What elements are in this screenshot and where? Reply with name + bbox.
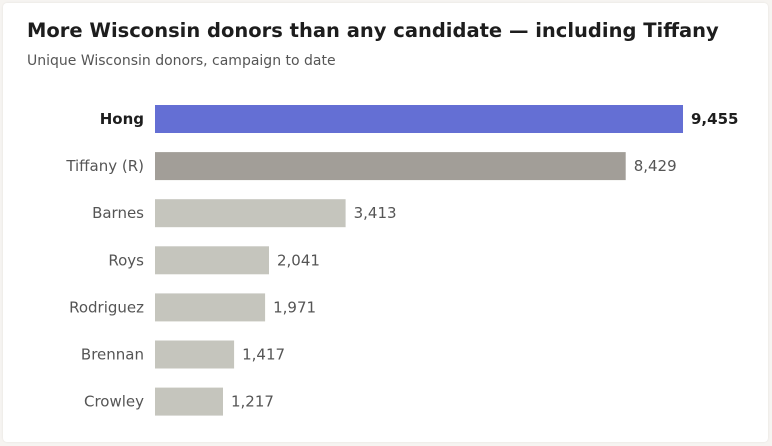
bar-chart: Hong 9,455 Tiffany (R) 8,429 Barnes 3,413 Roys… (65, 105, 738, 416)
bar-brennan (155, 340, 235, 369)
category-label-tiffany-r: Tiffany (R) (65, 157, 144, 175)
bar-hong (155, 105, 683, 133)
value-label-barnes: 3,413 (354, 204, 397, 222)
bar-roys (155, 246, 269, 275)
category-label-hong: Hong (100, 110, 144, 128)
bar-crowley (155, 387, 223, 416)
value-label-brennan: 1,417 (242, 346, 285, 364)
bar-rodriguez (155, 293, 266, 322)
value-label-crowley: 1,217 (231, 393, 274, 411)
category-label-roys: Roys (108, 251, 144, 269)
category-label-barnes: Barnes (92, 204, 144, 222)
bar-barnes (155, 199, 346, 228)
category-label-rodriguez: Rodriguez (69, 298, 144, 316)
value-label-tiffany-r: 8,429 (634, 157, 677, 175)
chart-subtitle: Unique Wisconsin donors, campaign to dat… (27, 53, 336, 69)
chart-title: More Wisconsin donors than any candidate… (27, 19, 719, 42)
category-label-brennan: Brennan (81, 346, 144, 364)
value-label-hong: 9,455 (691, 110, 738, 128)
value-label-roys: 2,041 (277, 251, 320, 269)
value-label-rodriguez: 1,971 (273, 298, 316, 316)
chart-card: More Wisconsin donors than any candidate… (3, 3, 768, 442)
category-label-crowley: Crowley (84, 393, 144, 411)
bar-tiffany-r (155, 152, 626, 181)
